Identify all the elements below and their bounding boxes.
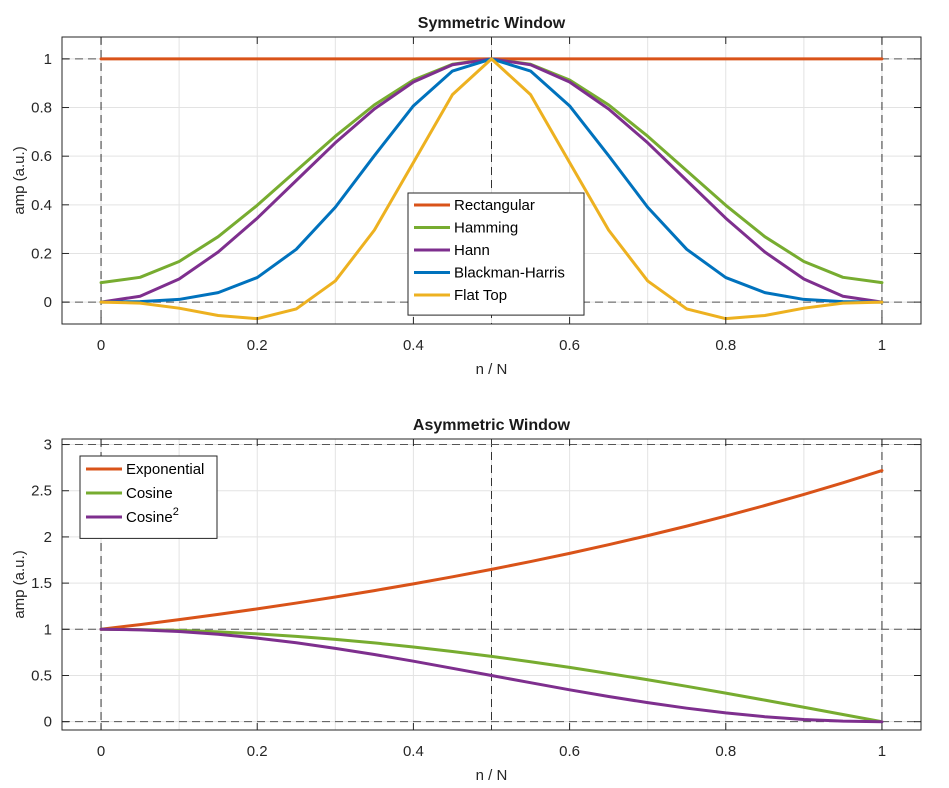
y-tick-label: 0.8 (31, 100, 52, 117)
axes-frame (61, 438, 922, 731)
ticks: 0 0.2 0.4 0.6 0.8 1 0 0.2 0.4 0.6 0.8 1 (31, 37, 921, 354)
symmetric-window-chart: 0 0.2 0.4 0.6 0.8 1 0 0.2 0.4 0.6 0.8 1 Symmetric W… (11, 15, 922, 378)
x-axis-label: n / N (476, 767, 508, 784)
legend-label: Flat Top (454, 287, 507, 304)
x-tick-label: 0.6 (559, 743, 580, 760)
x-tick-label: 0 (97, 743, 105, 760)
series-group (99, 469, 884, 724)
legend: Rectangular Hamming Hann Blackman-Harris Fla… (407, 192, 585, 316)
series-line-flat-top (99, 57, 884, 321)
y-tick-label: 0.5 (31, 667, 52, 684)
x-tick-label: 0.6 (559, 337, 580, 354)
y-tick-label: 1 (44, 621, 52, 638)
ticks: 0 0.2 0.4 0.6 0.8 1 0 0.5 1 1.5 2 2.5 3 (31, 437, 921, 760)
reference-lines (62, 439, 921, 730)
series-line-cosine (99, 627, 884, 724)
legend-label: Rectangular (454, 197, 535, 214)
series-line-exponential (99, 469, 884, 631)
legend: Exponential Cosine Cosine2 (79, 455, 218, 539)
legend-label-superscript: 2 (173, 506, 179, 518)
x-tick-label: 1 (878, 743, 886, 760)
series-line-cosine-squared (99, 627, 884, 724)
x-tick-label: 0.8 (715, 337, 736, 354)
chart-title: Symmetric Window (418, 15, 566, 32)
y-axis-label: amp (a.u.) (11, 550, 28, 618)
legend-label: Hamming (454, 220, 518, 237)
x-tick-label: 0 (97, 337, 105, 354)
legend-label: Hann (454, 242, 490, 259)
y-tick-label: 0.2 (31, 245, 52, 262)
asymmetric-window-chart: 0 0.2 0.4 0.6 0.8 1 0 0.5 1 1.5 2 2.5 3 Asymmetric W… (11, 417, 922, 784)
axes-box (61, 438, 922, 731)
legend-label: Cosine2 (126, 506, 179, 526)
y-tick-label: 0 (44, 714, 52, 731)
y-tick-label: 3 (44, 437, 52, 454)
legend-label: Blackman-Harris (454, 265, 565, 282)
x-tick-label: 1 (878, 337, 886, 354)
y-tick-label: 1 (44, 51, 52, 68)
x-tick-label: 0.2 (247, 743, 268, 760)
y-tick-label: 0.4 (31, 197, 52, 214)
y-tick-label: 2.5 (31, 483, 52, 500)
axes-frame (61, 36, 922, 325)
x-tick-label: 0.8 (715, 743, 736, 760)
x-tick-label: 0.4 (403, 337, 424, 354)
legend-label: Cosine (126, 485, 173, 502)
chart-title: Asymmetric Window (413, 417, 571, 434)
x-axis-label: n / N (476, 361, 508, 378)
y-tick-label: 0.6 (31, 148, 52, 165)
axes-box (61, 36, 922, 325)
y-tick-label: 0 (44, 294, 52, 311)
y-tick-label: 2 (44, 529, 52, 546)
y-axis-label: amp (a.u.) (11, 146, 28, 214)
series-group (99, 57, 884, 321)
legend-label: Exponential (126, 461, 204, 478)
x-tick-label: 0.4 (403, 743, 424, 760)
y-tick-label: 1.5 (31, 575, 52, 592)
x-tick-label: 0.2 (247, 337, 268, 354)
